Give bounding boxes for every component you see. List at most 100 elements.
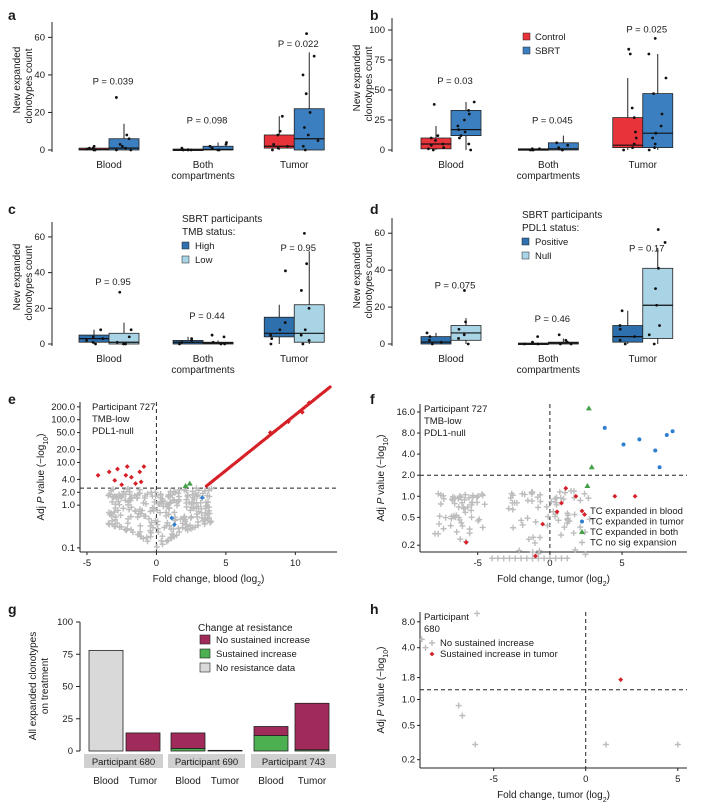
x-category-label: Tumor xyxy=(129,776,158,787)
y-tick-label: 75 xyxy=(62,649,73,660)
box-sbrt xyxy=(108,138,140,151)
data-point xyxy=(305,262,309,266)
data-point xyxy=(631,146,634,150)
point-marker xyxy=(500,555,507,562)
point-marker xyxy=(516,547,523,554)
data-point xyxy=(463,289,466,292)
data-point xyxy=(225,141,228,144)
x-category-label: compartments xyxy=(171,365,234,376)
point-marker xyxy=(115,466,120,472)
point-marker xyxy=(170,497,177,504)
data-point xyxy=(190,337,194,341)
x-category-label: Blood xyxy=(96,160,122,171)
p-value-label: P = 0.025 xyxy=(626,24,667,35)
point-marker xyxy=(525,536,532,543)
legend-title: Change at resistance xyxy=(198,623,293,634)
point-marker xyxy=(143,534,150,541)
point-marker xyxy=(505,505,512,512)
point-marker xyxy=(141,464,147,469)
x-tick-label: 5 xyxy=(675,774,680,785)
data-point xyxy=(271,148,274,152)
point-marker xyxy=(159,533,166,540)
point-marker xyxy=(189,494,196,501)
bar-no-sustained xyxy=(294,702,330,751)
point-marker xyxy=(171,496,178,503)
point-marker xyxy=(533,553,538,559)
legend-label: No sustained increase xyxy=(216,635,310,646)
x-category-label: Both xyxy=(193,160,214,171)
point-marker xyxy=(146,515,153,522)
x-category-label: compartments xyxy=(517,171,580,182)
point-marker xyxy=(518,555,525,562)
y-tick-label: 20 xyxy=(34,107,45,118)
point-marker xyxy=(570,530,577,537)
point-marker xyxy=(187,515,194,522)
point-marker xyxy=(545,513,552,520)
point-marker xyxy=(167,488,174,495)
data-point xyxy=(653,146,656,150)
point-marker xyxy=(138,479,144,485)
point-marker xyxy=(195,503,202,510)
data-point xyxy=(178,342,181,346)
x-category-label: Blood xyxy=(258,776,284,787)
point-marker xyxy=(449,493,456,500)
point-marker xyxy=(653,448,658,453)
point-marker xyxy=(194,518,201,525)
data-point xyxy=(528,148,532,152)
y-tick-label: 100 xyxy=(57,617,73,628)
y-tick-label: 20 xyxy=(374,302,385,313)
y-tick-label: 8.0 xyxy=(402,617,415,628)
point-marker xyxy=(107,511,114,518)
bar-no-sustained xyxy=(125,732,161,752)
data-point xyxy=(658,324,661,327)
point-marker xyxy=(124,486,131,493)
point-marker xyxy=(558,532,565,539)
point-marker xyxy=(437,500,444,507)
point-marker xyxy=(182,483,189,489)
point-marker xyxy=(157,492,164,499)
point-marker xyxy=(429,640,435,646)
point-marker xyxy=(585,495,592,502)
point-marker xyxy=(204,492,211,499)
p-value-label: P = 0.17 xyxy=(629,244,664,255)
point-marker xyxy=(440,495,447,502)
data-point xyxy=(305,32,308,36)
point-marker xyxy=(536,534,543,541)
legend-swatch xyxy=(199,648,211,659)
bar-sustained xyxy=(253,735,289,752)
data-point xyxy=(303,148,307,152)
point-marker xyxy=(122,497,129,504)
data-point xyxy=(269,342,273,346)
data-point xyxy=(472,100,476,104)
data-point xyxy=(647,52,651,56)
data-point xyxy=(467,142,471,146)
legend-label: Sustained increase xyxy=(216,649,297,660)
data-point xyxy=(623,342,627,346)
data-point xyxy=(304,92,308,96)
y-tick-label: 16.0 xyxy=(397,407,416,418)
data-point xyxy=(664,76,668,80)
y-axis-label: clonotypes count xyxy=(364,243,375,318)
annotation: TMB-low xyxy=(92,414,130,425)
point-marker xyxy=(507,495,514,502)
point-marker xyxy=(108,487,115,494)
annotation: PDL1-null xyxy=(424,428,466,439)
point-marker xyxy=(535,504,542,511)
legend-title: SBRT participants xyxy=(522,210,602,221)
y-tick-label: 1.0 xyxy=(62,500,75,511)
point-marker xyxy=(564,510,571,517)
y-tick-label: 1.0 xyxy=(402,491,415,502)
point-marker xyxy=(440,525,447,532)
point-marker xyxy=(175,525,182,532)
group-strip xyxy=(168,754,245,768)
subscript: 10 xyxy=(383,650,390,658)
box-sbrt xyxy=(642,93,674,148)
point-marker xyxy=(119,482,125,488)
data-point xyxy=(425,331,429,335)
legend-swatch xyxy=(181,241,190,250)
panel-a: a 0 20 40 60 New expanded clonotypes count Bloo… xyxy=(8,7,325,182)
data-point xyxy=(620,309,624,313)
y-tick-label: 60 xyxy=(374,228,385,239)
point-marker xyxy=(199,495,205,501)
data-point xyxy=(652,92,655,95)
